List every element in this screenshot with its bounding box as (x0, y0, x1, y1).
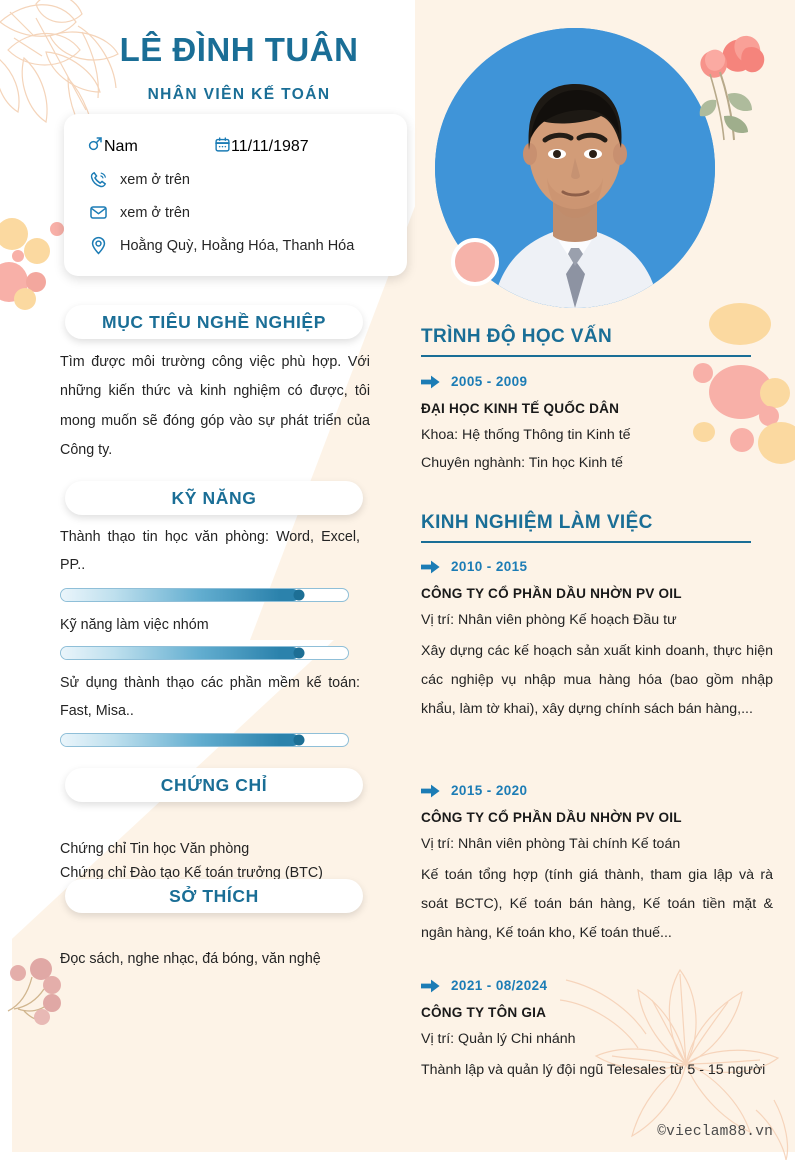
calendar-icon (214, 136, 231, 158)
skill-item: Kỹ năng làm việc nhóm (60, 612, 360, 640)
section-header-education: TRÌNH ĐỘ HỌC VẤN (421, 326, 751, 357)
candidate-job-title: NHÂN VIÊN KẾ TOÁN (147, 86, 331, 103)
email-icon (86, 202, 110, 224)
experience-entry-date: 2015 - 2020 (451, 783, 528, 798)
education-entry: 2005 - 2009 ĐẠI HỌC KINH TẾ QUỐC DÂN Kho… (421, 374, 771, 477)
contact-gender-value: Nam (104, 137, 138, 155)
section-header-objective-label: MỤC TIÊU NGHỀ NGHIỆP (102, 311, 326, 332)
certificate-item: Chứng chỉ Đào tạo Kế toán trưởng (BTC) (60, 865, 323, 881)
contact-card: Nam 11/11/1987 (64, 114, 407, 276)
skill-item: Sử dụng thành thạo các phần mềm kế toán:… (60, 670, 360, 726)
skill-progress-bar[interactable] (60, 733, 349, 747)
experience-entry-date-row: 2015 - 2020 (421, 783, 773, 798)
contact-dob-value: 11/11/1987 (231, 137, 309, 155)
experience-entry-org: CÔNG TY TÔN GIA (421, 1005, 547, 1020)
contact-row-phone: xem ở trên (64, 163, 407, 196)
experience-entry: 2021 - 08/2024 CÔNG TY TÔN GIA Vị trí: Q… (421, 978, 773, 1085)
skill-progress-fill (61, 734, 300, 746)
experience-entry: 2015 - 2020 CÔNG TY CỔ PHẦN DẦU NHỜN PV … (421, 783, 773, 949)
experience-entry-position: Vị trí: Quản lý Chi nhánh (421, 1031, 576, 1047)
experience-entry-date-row: 2021 - 08/2024 (421, 978, 773, 993)
section-header-experience: KINH NGHIỆM LÀM VIỆC (421, 512, 751, 543)
experience-entry-date: 2010 - 2015 (451, 559, 528, 574)
skill-progress-bar[interactable] (60, 588, 349, 602)
skill-progress-fill (61, 647, 300, 659)
skill-progress-knob[interactable] (293, 589, 305, 601)
section-header-certificates-label: CHỨNG CHỈ (160, 774, 268, 795)
education-entry-org: ĐẠI HỌC KINH TẾ QUỐC DÂN (421, 401, 620, 416)
gender-male-icon (86, 135, 104, 158)
arrow-right-icon (421, 375, 440, 389)
skill-progress-bar[interactable] (60, 646, 349, 660)
experience-entry-date-row: 2010 - 2015 (421, 559, 773, 574)
experience-entry-description: Xây dựng các kế hoạch sản xuất kinh doan… (421, 643, 773, 718)
section-header-objective: MỤC TIÊU NGHỀ NGHIỆP (65, 305, 363, 339)
education-entry-date: 2005 - 2009 (451, 374, 528, 389)
skill-progress-knob[interactable] (293, 647, 305, 659)
candidate-name: LÊ ĐÌNH TUÂN (119, 31, 359, 68)
education-entry-faculty: Khoa: Hệ thống Thông tin Kinh tế (421, 427, 631, 443)
skill-item: Thành thạo tin học văn phòng: Word, Exce… (60, 524, 360, 580)
experience-entry-description: Kế toán tổng hợp (tính giá thành, tham g… (421, 867, 773, 942)
experience-entry-position: Vị trí: Nhân viên phòng Tài chính Kế toá… (421, 836, 681, 852)
contact-row-email: xem ở trên (64, 196, 407, 229)
contact-address-value: Hoằng Quỳ, Hoằng Hóa, Thanh Hóa (120, 237, 355, 254)
section-header-certificates: CHỨNG CHỈ (65, 768, 363, 802)
contact-email-value: xem ở trên (120, 204, 190, 221)
experience-entry-org: CÔNG TY CỔ PHẦN DẦU NHỜN PV OIL (421, 810, 682, 825)
section-header-hobbies-label: SỞ THÍCH (169, 885, 259, 906)
skill-label: Sử dụng thành thạo các phần mềm kế toán:… (60, 675, 360, 719)
experience-entry: 2010 - 2015 CÔNG TY CỔ PHẦN DẦU NHỜN PV … (421, 559, 773, 725)
phone-icon (86, 169, 110, 191)
experience-entry-org: CÔNG TY CỔ PHẦN DẦU NHỜN PV OIL (421, 586, 682, 601)
contact-row-address: Hoằng Quỳ, Hoằng Hóa, Thanh Hóa (64, 229, 407, 262)
objective-text: Tìm được môi trường công việc phù hợp. V… (60, 354, 370, 458)
contact-gender: Nam (86, 135, 214, 158)
left-column: MỤC TIÊU NGHỀ NGHIỆP Tìm được môi trường… (60, 305, 370, 967)
flower-decor-top-right (699, 35, 765, 141)
education-entry-major: Chuyên nghành: Tin học Kinh tế (421, 455, 623, 472)
skill-progress-fill (61, 589, 300, 601)
contact-phone-value: xem ở trên (120, 171, 190, 188)
location-pin-icon (86, 235, 110, 257)
right-column: TRÌNH ĐỘ HỌC VẤN 2005 - 2009 ĐẠI HỌC KIN… (415, 0, 795, 1166)
section-header-skills-label: KỸ NĂNG (171, 487, 257, 508)
hobbies-text: Đọc sách, nghe nhạc, đá bóng, văn nghệ (60, 951, 321, 967)
arrow-right-icon (421, 784, 440, 798)
experience-entry-position: Vị trí: Nhân viên phòng Kế hoạch Đầu tư (421, 612, 677, 628)
experience-entry-date: 2021 - 08/2024 (451, 978, 548, 993)
contact-row-gender-dob: Nam 11/11/1987 (64, 130, 407, 163)
skill-label: Kỹ năng làm việc nhóm (60, 617, 209, 633)
certificate-item: Chứng chỉ Tin học Văn phòng (60, 841, 250, 857)
contact-dob: 11/11/1987 (214, 136, 309, 158)
watermark: ©vieclam88.vn (657, 1124, 773, 1140)
skill-label: Thành thạo tin học văn phòng: Word, Exce… (60, 529, 360, 573)
section-header-skills: KỸ NĂNG (65, 481, 363, 515)
skill-progress-knob[interactable] (293, 734, 305, 746)
experience-entry-description: Thành lập và quản lý đội ngũ Telesales t… (421, 1062, 766, 1079)
section-header-hobbies: SỞ THÍCH (65, 879, 363, 913)
photo-accent-badge (451, 238, 499, 286)
arrow-right-icon (421, 560, 440, 574)
education-entry-date-row: 2005 - 2009 (421, 374, 771, 389)
arrow-right-icon (421, 979, 440, 993)
